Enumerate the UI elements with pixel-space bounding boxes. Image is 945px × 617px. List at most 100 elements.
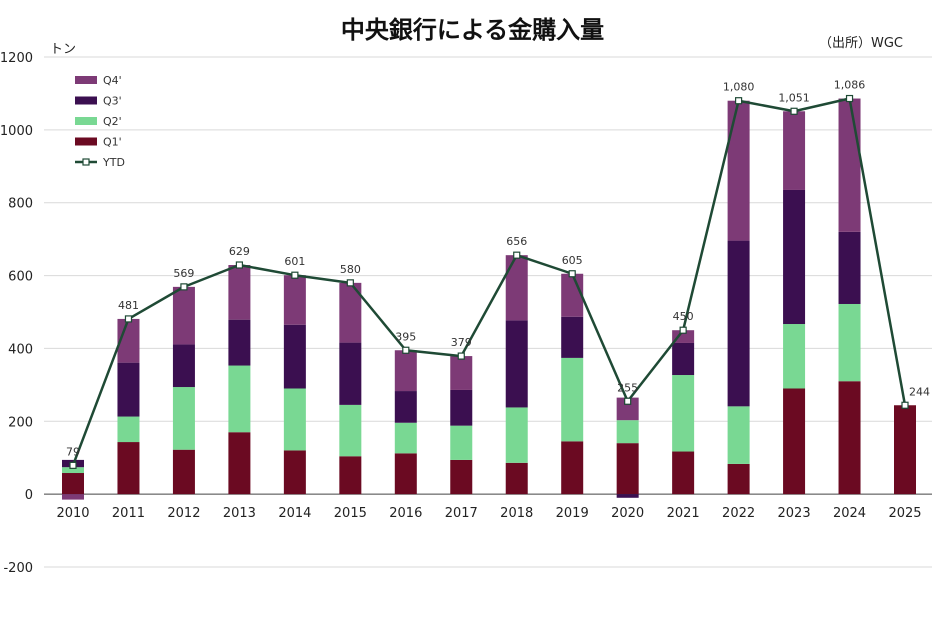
ytd-point — [457, 352, 465, 360]
x-tick-label: 2018 — [500, 506, 533, 521]
ytd-line — [69, 94, 909, 469]
bar-segment — [727, 240, 750, 407]
bar-segment — [672, 375, 695, 452]
y-axis-ticks: -200 0 200 400 600 800 1000 1200 — [0, 51, 33, 576]
bar-segment — [62, 473, 84, 495]
bar-segment — [783, 189, 806, 325]
legend-swatch — [75, 76, 97, 84]
ytd-point — [901, 401, 909, 409]
bar-segment — [394, 422, 417, 454]
x-tick-label: 2016 — [389, 506, 422, 521]
data-labels: 79 481 569 629 601 580 395 379 656 605 255 450 1,080… — [66, 79, 930, 459]
legend-label: Q4' — [103, 74, 122, 87]
legend-label: Q2' — [103, 115, 122, 128]
bar-segment — [283, 324, 306, 389]
bar-segment — [228, 365, 251, 433]
legend-label: YTD — [102, 156, 125, 169]
ytd-point — [402, 346, 410, 354]
data-label: 601 — [284, 255, 305, 268]
bar-segment — [394, 350, 417, 392]
bar-segment — [117, 318, 140, 363]
legend-swatch — [75, 96, 97, 105]
ytd-point — [568, 270, 576, 278]
legend-line-marker — [82, 158, 90, 166]
data-label: 629 — [229, 245, 250, 258]
bar-segment — [117, 362, 140, 417]
data-label: 605 — [562, 254, 583, 267]
x-axis-ticks: 2010 2011 2012 2013 2014 2015 2016 2017 2018 2019… — [56, 506, 921, 521]
ytd-point — [679, 326, 687, 334]
bar-segment — [727, 100, 750, 241]
bar-segment — [561, 316, 584, 358]
x-tick-label: 2025 — [888, 506, 921, 521]
x-tick-label: 2019 — [556, 506, 589, 521]
y-tick-label: 400 — [8, 342, 33, 357]
bar-segment — [117, 442, 140, 495]
ytd-point — [291, 271, 299, 279]
data-label: 79 — [66, 445, 80, 458]
bar-segment — [172, 387, 195, 450]
data-label: 450 — [673, 310, 694, 323]
bar-segment — [838, 231, 861, 304]
bar-segment — [672, 342, 695, 376]
y-tick-label: 0 — [25, 488, 33, 503]
bar-segment — [838, 303, 861, 382]
ytd-point — [624, 397, 632, 405]
bar-segment — [505, 462, 528, 495]
data-label: 1,080 — [723, 81, 755, 94]
bar-segment — [672, 451, 695, 495]
bar-segment — [783, 388, 806, 495]
data-label: 244 — [909, 385, 930, 398]
x-tick-label: 2021 — [667, 506, 700, 521]
bar-segment — [505, 407, 528, 463]
bar-segment — [561, 273, 584, 317]
bar-segment — [561, 357, 584, 442]
bar-segment — [727, 406, 750, 464]
legend-label: Q3' — [103, 95, 122, 108]
x-tick-label: 2013 — [223, 506, 256, 521]
legend: Q4' Q3' Q2' Q1' YTD — [75, 74, 125, 169]
legend-swatch — [75, 137, 97, 146]
ytd-point — [734, 97, 743, 105]
bar-segment — [339, 342, 362, 405]
bar-segment — [228, 265, 251, 320]
y-tick-label: 1000 — [0, 124, 33, 139]
data-label: 1,086 — [834, 79, 866, 92]
data-label: 580 — [340, 263, 361, 276]
x-tick-label: 2010 — [56, 506, 89, 521]
source-note: （出所）WGC — [818, 36, 903, 51]
y-tick-label: 1200 — [0, 51, 33, 66]
stacked-bars — [62, 98, 916, 500]
legend-label: Q1' — [103, 136, 122, 149]
x-tick-label: 2011 — [112, 506, 145, 521]
y-tick-label: 200 — [8, 415, 33, 430]
legend-swatch — [75, 117, 97, 125]
bar-segment — [117, 416, 140, 443]
bar-segment — [838, 381, 861, 495]
bar-segment — [450, 459, 473, 495]
data-label: 656 — [506, 235, 527, 248]
bar-segment — [62, 494, 84, 500]
bar-segment — [394, 391, 417, 423]
bar-segment — [339, 404, 362, 457]
bar-segment — [894, 405, 916, 495]
ytd-point — [790, 107, 798, 115]
ytd-point — [180, 283, 188, 291]
x-tick-label: 2017 — [445, 506, 478, 521]
bar-segment — [283, 388, 306, 451]
x-tick-label: 2022 — [722, 506, 755, 521]
bar-segment — [838, 98, 861, 232]
chart-title: 中央銀行による金購入量 — [340, 16, 605, 44]
bar-segment — [339, 282, 362, 343]
bar-segment — [505, 320, 528, 408]
ytd-point — [845, 94, 854, 103]
ytd-series-line — [71, 97, 907, 466]
ytd-point — [69, 461, 77, 469]
bar-segment — [616, 494, 639, 498]
bar-segment — [561, 441, 584, 495]
y-axis-unit: トン — [50, 42, 77, 57]
y-tick-label: 800 — [8, 197, 33, 212]
y-tick-label: 600 — [8, 270, 33, 285]
ytd-point — [124, 315, 133, 323]
